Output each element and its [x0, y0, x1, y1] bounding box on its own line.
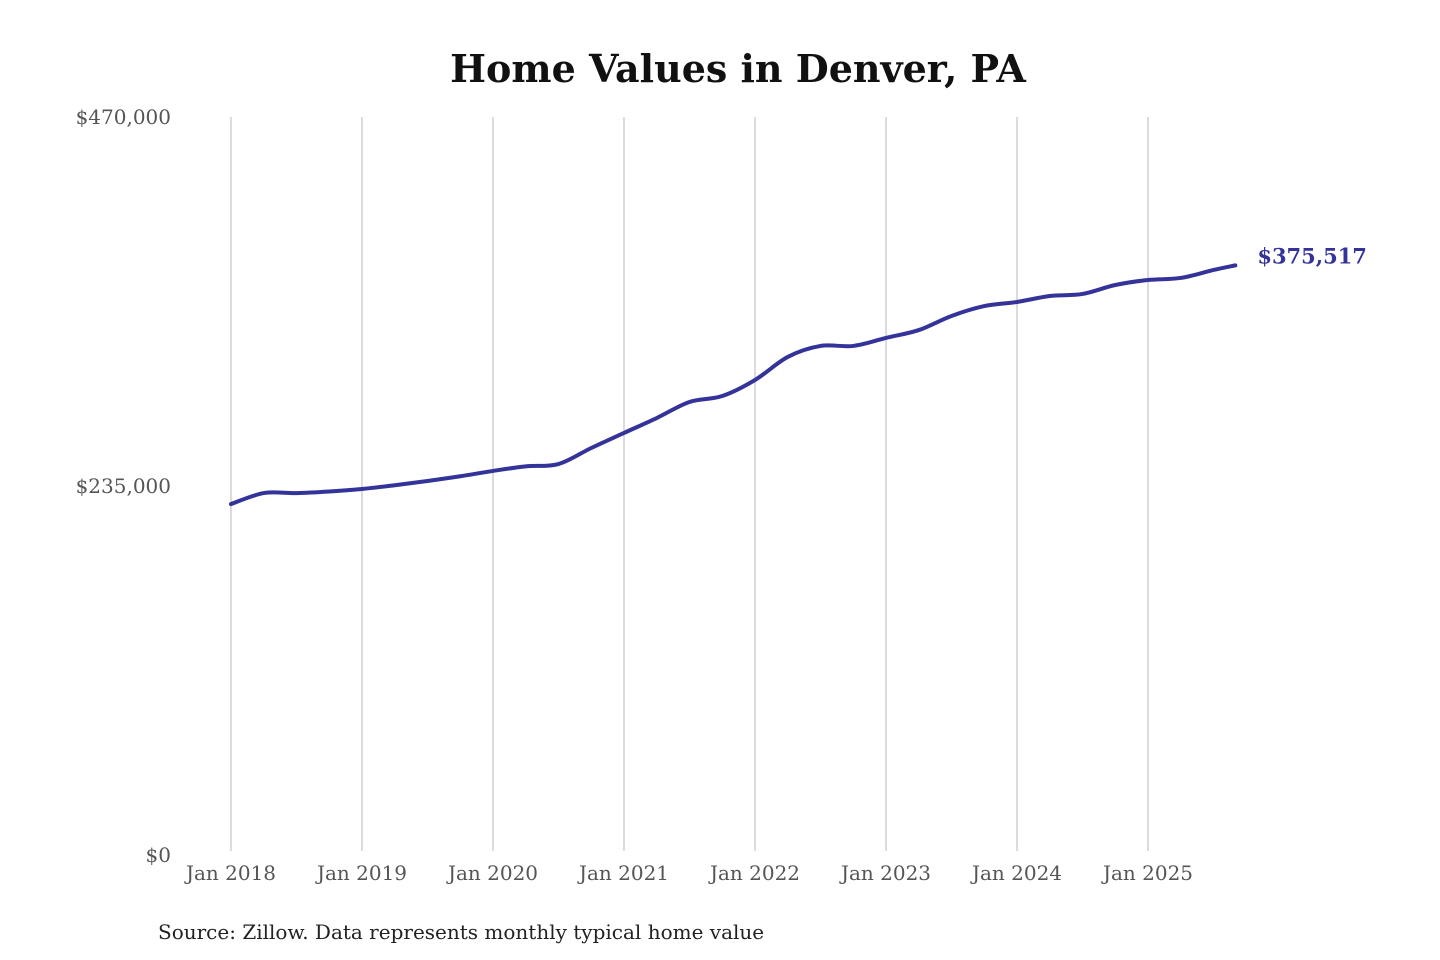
y-tick-label: $235,000	[76, 474, 171, 498]
y-tick-label: $0	[146, 843, 171, 867]
x-tick-label: Jan 2020	[446, 861, 538, 885]
x-tick-label: Jan 2023	[839, 861, 931, 885]
x-tick-label: Jan 2021	[577, 861, 669, 885]
y-tick-label: $470,000	[76, 105, 171, 129]
x-tick-label: Jan 2025	[1101, 861, 1193, 885]
series-line	[229, 263, 1238, 507]
end-value-label: $375,517	[1257, 243, 1367, 268]
x-tick-label: Jan 2019	[315, 861, 407, 885]
source-note: Source: Zillow. Data represents monthly …	[158, 920, 764, 944]
x-tick-label: Jan 2018	[184, 861, 276, 885]
chart-title: Home Values in Denver, PA	[450, 46, 1026, 91]
x-tick-label: Jan 2024	[970, 861, 1062, 885]
x-tick-label: Jan 2022	[708, 861, 800, 885]
